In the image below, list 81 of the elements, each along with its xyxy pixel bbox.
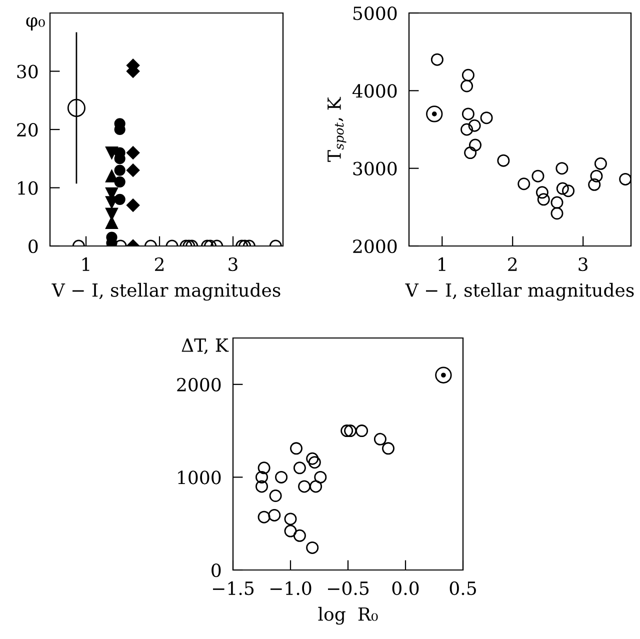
x-axis-title: V − I, stellar magnitudes — [405, 282, 634, 301]
point — [550, 207, 564, 220]
point — [590, 170, 603, 182]
x-tick-label: 3 — [578, 257, 588, 272]
point — [382, 442, 394, 455]
point — [126, 146, 140, 160]
point — [426, 106, 443, 122]
point — [284, 524, 297, 538]
point — [536, 186, 548, 199]
point — [306, 452, 319, 465]
point — [308, 456, 321, 469]
y-tick-label: 30 — [17, 64, 38, 78]
point — [114, 164, 126, 176]
x-axis-title: log R₀ — [318, 606, 378, 625]
y-tick-label: 0 — [212, 563, 221, 578]
point — [537, 193, 550, 206]
point — [344, 424, 357, 438]
x-tick-label: 0.0 — [392, 581, 419, 596]
point — [306, 541, 319, 554]
point — [314, 470, 327, 484]
point — [105, 170, 118, 182]
point — [310, 480, 322, 493]
y-axis-title: ΔT, K — [182, 338, 229, 354]
point — [268, 509, 281, 522]
point — [497, 154, 510, 167]
point — [532, 170, 544, 182]
point — [356, 424, 368, 438]
point — [126, 164, 140, 177]
y-tick-label: 3000 — [353, 162, 397, 176]
point — [258, 462, 270, 474]
point — [518, 178, 530, 190]
y-tick-label: 20 — [17, 122, 38, 137]
x-tick-label: 2 — [508, 257, 517, 271]
y-tick-label: 2000 — [353, 239, 397, 254]
point — [340, 424, 354, 438]
point — [284, 512, 297, 526]
point — [594, 157, 607, 170]
y-tick-label: 2000 — [177, 378, 221, 392]
point — [256, 480, 268, 493]
point — [435, 366, 452, 384]
y-axis-title: T$_{spot}$, K — [328, 96, 346, 162]
point — [464, 146, 477, 160]
point — [480, 112, 493, 124]
point — [550, 196, 564, 209]
point — [269, 490, 282, 502]
point — [293, 462, 306, 474]
point — [298, 480, 311, 493]
point — [374, 432, 386, 446]
y-tick-label: 10 — [18, 181, 38, 195]
point — [556, 182, 569, 195]
y-tick-label: 0 — [28, 239, 38, 254]
y-tick-label: 4000 — [352, 84, 397, 98]
x-tick-label: 1 — [82, 257, 90, 271]
point — [293, 529, 306, 542]
y-tick-label: 5000 — [353, 6, 397, 20]
y-axis-title: φ₀ — [26, 17, 45, 30]
x-tick-label: 0.5 — [450, 581, 476, 596]
point — [619, 172, 631, 186]
x-tick-label: 2 — [155, 257, 164, 271]
x-tick-label: 3 — [228, 257, 238, 272]
point — [462, 68, 474, 82]
point — [468, 138, 482, 152]
point — [258, 510, 270, 524]
point — [468, 119, 481, 132]
point — [460, 80, 474, 92]
point — [562, 184, 575, 198]
x-tick-label: −0.5 — [328, 581, 369, 596]
x-tick-label: 1 — [438, 257, 446, 271]
point — [105, 146, 118, 160]
x-tick-label: −1.0 — [270, 581, 312, 596]
x-tick-label: −1.5 — [212, 581, 254, 596]
y-tick-label: 1000 — [178, 470, 221, 484]
point — [275, 470, 288, 484]
point — [290, 442, 302, 455]
point — [556, 162, 568, 175]
point — [256, 470, 268, 484]
point — [460, 123, 474, 136]
point — [430, 53, 444, 66]
x-axis-title: V − I, stellar magnitudes — [52, 282, 280, 301]
point — [462, 108, 474, 120]
point — [588, 178, 601, 191]
